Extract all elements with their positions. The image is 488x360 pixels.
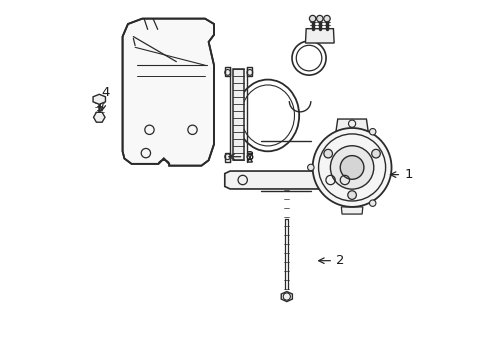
Circle shape	[369, 200, 375, 206]
Text: 3: 3	[228, 150, 254, 163]
Circle shape	[312, 128, 391, 207]
Circle shape	[309, 15, 315, 22]
Polygon shape	[233, 69, 244, 160]
Circle shape	[340, 156, 363, 179]
Circle shape	[316, 15, 323, 22]
Polygon shape	[247, 153, 252, 162]
Polygon shape	[247, 67, 252, 76]
Circle shape	[347, 191, 356, 199]
Circle shape	[330, 146, 373, 189]
Circle shape	[371, 149, 380, 158]
Polygon shape	[281, 292, 292, 302]
Polygon shape	[224, 67, 230, 76]
Circle shape	[323, 149, 332, 158]
Polygon shape	[341, 207, 362, 214]
Text: 4: 4	[100, 86, 109, 111]
Polygon shape	[93, 112, 105, 122]
Circle shape	[307, 164, 313, 171]
Text: 1: 1	[389, 168, 412, 181]
Polygon shape	[122, 19, 214, 166]
Polygon shape	[224, 153, 230, 162]
Polygon shape	[93, 94, 105, 104]
Circle shape	[369, 129, 375, 135]
Polygon shape	[305, 29, 333, 43]
Circle shape	[323, 15, 329, 22]
Polygon shape	[335, 119, 367, 132]
Polygon shape	[224, 171, 359, 189]
Text: 2: 2	[318, 254, 344, 267]
